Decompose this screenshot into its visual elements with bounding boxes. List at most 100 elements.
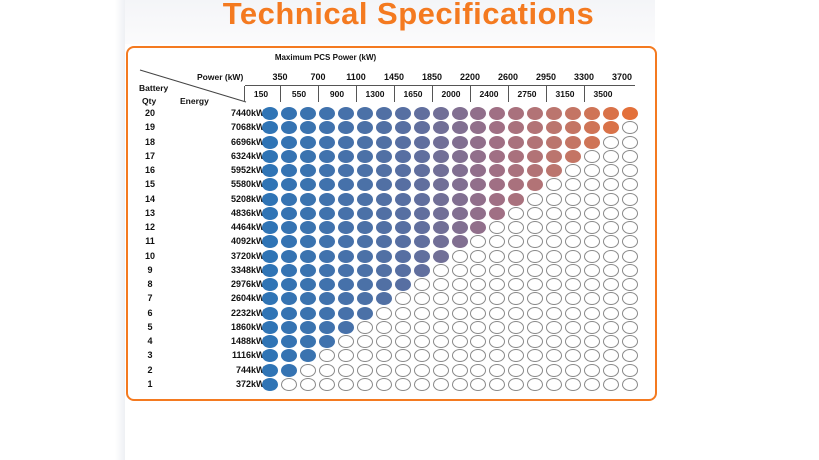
filled-config-dot (546, 107, 563, 120)
empty-config-dot (546, 249, 563, 263)
filled-config-dot (432, 107, 449, 120)
empty-config-dot (394, 349, 411, 363)
battery-qty: 7 (147, 293, 153, 304)
empty-config-dot (565, 278, 582, 291)
empty-config-dot (565, 206, 582, 220)
empty-config-dot (565, 164, 582, 177)
empty-config-dot (432, 306, 449, 320)
filled-config-dot (413, 235, 430, 249)
empty-config-dot (584, 192, 601, 206)
battery-row: 6 2232kWh (138, 306, 648, 321)
empty-config-dot (527, 278, 544, 291)
empty-config-dot (622, 149, 639, 163)
filled-config-dot (280, 320, 297, 334)
empty-config-dot (603, 235, 620, 249)
empty-config-dot (565, 192, 582, 206)
empty-config-dot (584, 278, 601, 291)
filled-config-dot (546, 149, 563, 163)
filled-config-dot (262, 192, 278, 206)
filled-config-dot (318, 263, 335, 277)
empty-config-dot (546, 306, 563, 320)
filled-config-dot (413, 192, 430, 206)
filled-config-dot (394, 249, 411, 263)
empty-config-dot (356, 363, 373, 377)
filled-config-dot (280, 235, 297, 249)
filled-config-dot (375, 135, 392, 149)
filled-config-dot (280, 249, 297, 263)
empty-config-dot (527, 306, 544, 320)
filled-config-dot (318, 306, 335, 320)
filled-config-dot (337, 178, 354, 192)
empty-config-dot (565, 221, 582, 234)
battery-row: 13 4836kWh (138, 206, 648, 221)
power-bottom-value: 150 (253, 89, 269, 99)
power-top-value: 1450 (383, 72, 405, 82)
filled-config-dot (299, 335, 316, 348)
empty-config-dot (318, 377, 335, 391)
filled-config-dot (318, 121, 335, 135)
battery-energy: 5952kWh (230, 165, 270, 175)
filled-config-dot (318, 249, 335, 263)
battery-qty: 20 (144, 108, 155, 118)
filled-config-dot (337, 320, 354, 334)
empty-config-dot (527, 235, 544, 249)
empty-config-dot (413, 363, 430, 377)
power-top-value: 1850 (421, 72, 443, 82)
empty-config-dot (489, 349, 506, 363)
battery-qty: 1 (147, 378, 153, 389)
empty-config-dot (565, 320, 582, 334)
power-top-value: 3300 (573, 72, 595, 82)
filled-config-dot (337, 206, 354, 220)
filled-config-dot (356, 306, 373, 320)
filled-config-dot (394, 192, 411, 206)
power-bottom-value: 2400 (479, 89, 499, 99)
empty-config-dot (622, 335, 639, 348)
power-header-left-rule (244, 86, 245, 102)
empty-config-dot (603, 306, 620, 320)
filled-config-dot (337, 107, 354, 120)
empty-config-dot (356, 349, 373, 363)
battery-row: 16 5952kWh (138, 164, 648, 178)
page-title: Technical Specifications (222, 0, 595, 31)
empty-config-dot (451, 278, 468, 291)
empty-config-dot (622, 306, 639, 320)
battery-row: 7 2604kWh (138, 292, 648, 306)
filled-config-dot (470, 206, 487, 220)
battery-qty: 2 (147, 364, 153, 375)
filled-config-dot (508, 135, 525, 149)
filled-config-dot (394, 149, 411, 163)
filled-config-dot (565, 149, 582, 163)
filled-config-dot (394, 278, 411, 291)
filled-config-dot (394, 221, 411, 234)
empty-config-dot (622, 249, 639, 263)
filled-config-dot (299, 149, 316, 163)
power-bottom-value: 3500 (593, 89, 613, 99)
filled-config-dot (280, 221, 297, 234)
power-bottom-value: 900 (329, 89, 345, 99)
filled-config-dot (432, 178, 449, 192)
filled-config-dot (337, 249, 354, 263)
battery-qty: 13 (144, 207, 155, 218)
empty-config-dot (546, 349, 563, 363)
empty-config-dot (584, 306, 601, 320)
filled-config-dot (508, 192, 525, 206)
filled-config-dot (432, 121, 449, 135)
filled-config-dot (356, 221, 373, 234)
empty-config-dot (470, 263, 487, 277)
battery-row: 8 2976kWh (138, 278, 648, 292)
empty-config-dot (470, 335, 487, 348)
filled-config-dot (584, 121, 601, 135)
empty-config-dot (584, 235, 601, 249)
filled-config-dot (527, 164, 544, 177)
filled-config-dot (489, 164, 506, 177)
empty-config-dot (375, 320, 392, 334)
filled-config-dot (508, 121, 525, 135)
empty-config-dot (508, 363, 525, 377)
filled-config-dot (451, 121, 468, 135)
empty-config-dot (527, 349, 544, 363)
filled-config-dot (508, 149, 525, 163)
empty-config-dot (432, 335, 449, 348)
filled-config-dot (280, 149, 297, 163)
empty-config-dot (527, 206, 544, 220)
empty-config-dot (622, 135, 639, 149)
